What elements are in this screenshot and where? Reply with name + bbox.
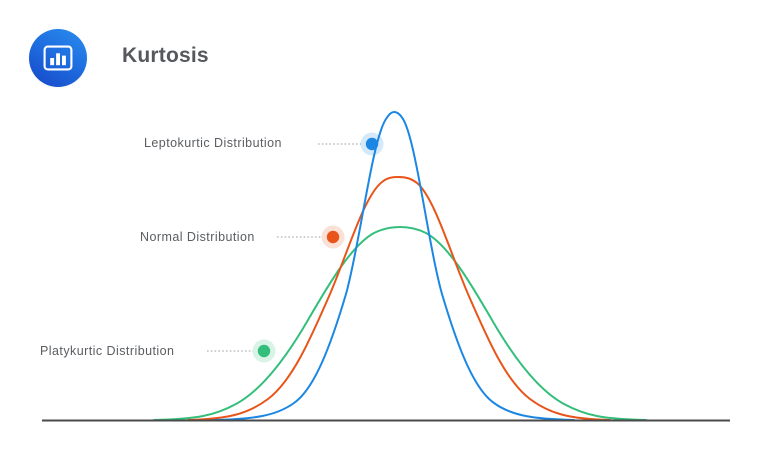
bar-chart-icon bbox=[29, 29, 87, 87]
header: Kurtosis bbox=[0, 0, 768, 100]
curve-leptokurtic bbox=[213, 111, 575, 421]
marker-platykurtic[interactable] bbox=[252, 339, 276, 363]
curve-platykurtic bbox=[153, 226, 647, 421]
annotation-label-leptokurtic: Leptokurtic Distribution bbox=[144, 136, 282, 150]
curve-normal bbox=[187, 176, 611, 421]
marker-leptokurtic[interactable] bbox=[360, 132, 384, 156]
page-title: Kurtosis bbox=[122, 44, 209, 67]
annotation-label-normal: Normal Distribution bbox=[140, 230, 255, 244]
annotation-label-platykurtic: Platykurtic Distribution bbox=[40, 344, 175, 358]
marker-normal[interactable] bbox=[321, 225, 345, 249]
